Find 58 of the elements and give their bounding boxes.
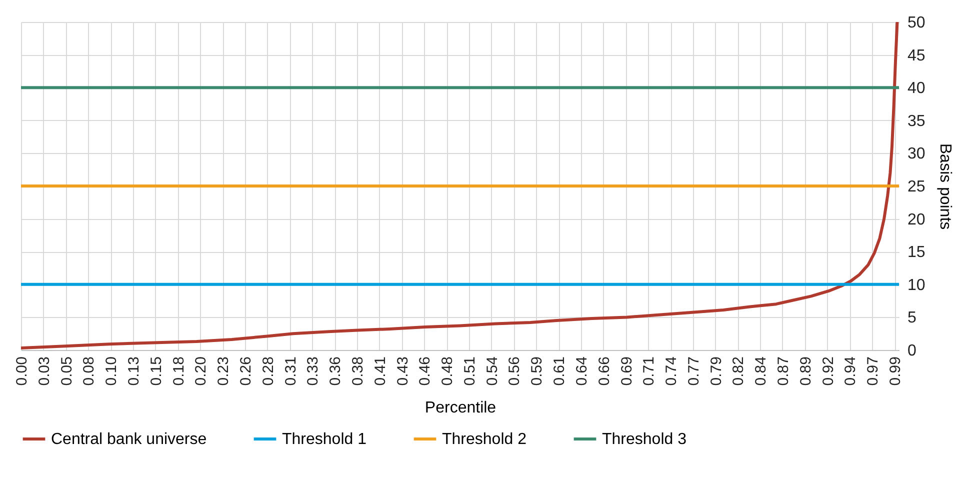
y-tick-label: 5 [908,310,916,327]
x-tick-label: 0.18 [170,356,188,386]
x-tick-label: 0.36 [327,356,344,386]
y-tick-label: 20 [908,211,926,228]
x-tick-label: 0.41 [372,356,389,386]
x-tick-label: 0.48 [439,356,456,386]
x-tick-label: 0.97 [864,356,882,386]
legend-label: Threshold 3 [602,431,687,448]
x-tick-label: 0.05 [58,356,76,386]
x-tick-label: 0.38 [350,356,367,386]
x-tick-label: 0.13 [126,356,143,386]
x-tick-label: 0.54 [484,356,501,386]
x-tick-label: 0.77 [685,356,702,386]
y-tick-label: 45 [908,47,926,64]
x-tick-label: 0.15 [148,356,165,386]
x-tick-label: 0.71 [640,356,658,386]
y-tick-label: 35 [908,112,926,130]
y-axis-title: Basis points [936,143,954,230]
x-tick-label: 0.51 [461,356,478,386]
x-tick-label: 0.92 [820,356,837,386]
y-tick-label: 25 [908,178,926,196]
x-tick-label: 0.94 [842,356,860,386]
x-tick-label: 0.87 [774,356,792,386]
x-tick-label: 0.56 [506,356,524,386]
legend-label: Central bank universe [51,431,207,448]
x-tick-label: 0.89 [797,356,814,386]
legend-label: Threshold 1 [282,431,367,448]
x-tick-label: 0.84 [752,356,770,386]
x-tick-label: 0.66 [596,356,613,386]
x-tick-label: 0.43 [394,356,412,386]
x-tick-label: 0.03 [36,356,53,386]
x-tick-label: 0.33 [304,356,322,386]
x-tick-label: 0.00 [14,356,30,386]
x-tick-label: 0.99 [887,356,904,386]
y-tick-label: 0 [908,342,916,360]
x-axis-title: Percentile [424,400,496,417]
x-tick-label: 0.20 [192,356,210,386]
x-tick-label: 0.10 [103,356,120,386]
x-tick-label: 0.26 [237,356,254,386]
x-tick-label: 0.79 [708,356,725,386]
x-tick-label: 0.31 [282,356,300,386]
x-tick-label: 0.61 [551,356,568,386]
y-tick-label: 40 [908,80,926,98]
line-series [21,22,899,350]
x-tick-label: 0.08 [80,356,98,386]
y-tick-label: 15 [908,244,926,262]
x-tick-label: 0.74 [663,356,680,386]
x-tick-label: 0.46 [416,356,434,386]
y-tick-label: 10 [908,276,926,294]
x-tick-label: 0.23 [215,356,232,386]
x-tick-label: 0.82 [730,356,748,386]
x-tick-label: 0.28 [260,356,277,386]
x-tick-label: 0.59 [528,356,546,386]
legend-label: Threshold 2 [442,431,527,448]
x-tick-label: 0.69 [618,356,636,386]
y-tick-label: 30 [908,146,926,163]
y-tick-label: 50 [908,14,926,32]
x-tick-label: 0.64 [573,356,590,386]
